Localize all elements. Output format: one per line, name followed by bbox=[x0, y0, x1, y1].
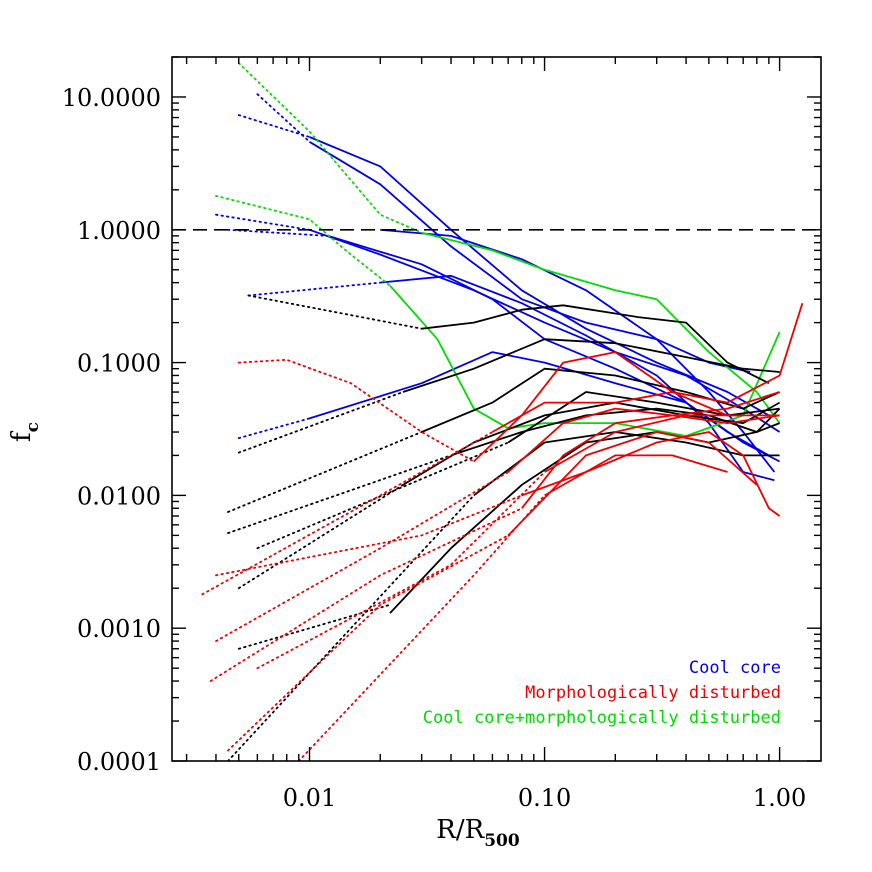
tick-labels: 0.01 0.10 1.00 0.0001 0.0010 0.0100 0.1000 1.00… bbox=[62, 84, 807, 812]
series-5-cool-core-dotted bbox=[237, 417, 311, 439]
series-16-other-dotted bbox=[256, 441, 510, 550]
series-21-disturbed-dotted bbox=[215, 494, 523, 577]
series-22-disturbed-solid bbox=[507, 431, 758, 537]
series-7-cool-disturbed-solid bbox=[421, 231, 781, 424]
y-axis-label: fc bbox=[7, 422, 43, 442]
series-10-other-dotted bbox=[237, 391, 404, 454]
series-20-disturbed-solid bbox=[521, 414, 780, 509]
series-0-cool-core-solid bbox=[309, 141, 751, 373]
x-tick-label: 1.00 bbox=[753, 784, 806, 812]
series-11-other-dotted bbox=[227, 431, 423, 513]
series-23-disturbed-dotted bbox=[256, 471, 546, 670]
series-3-cool-core-dotted bbox=[227, 228, 329, 237]
series-16-other-solid bbox=[507, 391, 780, 444]
x-tick-label: 0.10 bbox=[518, 784, 571, 812]
series-18-disturbed-solid bbox=[491, 302, 804, 433]
series-0-cool-core-dotted bbox=[256, 93, 311, 143]
series-21-disturbed-solid bbox=[521, 431, 781, 517]
y-tick-label: 10.0000 bbox=[62, 84, 161, 112]
series-1-cool-core-dotted bbox=[237, 114, 311, 138]
series-23-disturbed-solid bbox=[544, 414, 744, 473]
series-19-disturbed-solid bbox=[507, 391, 780, 473]
series-24-disturbed-dotted bbox=[297, 494, 546, 761]
x-tick-label: 0.01 bbox=[283, 784, 336, 812]
series-18-disturbed-dotted bbox=[201, 431, 494, 596]
series-22-disturbed-dotted bbox=[227, 534, 510, 752]
series-14-other-solid bbox=[389, 422, 780, 614]
series-2-cool-core-solid bbox=[309, 228, 781, 433]
x-axis-label: R/R500 bbox=[436, 815, 520, 851]
series-10-other-solid bbox=[402, 338, 780, 393]
legend-cool-core: Cool core bbox=[689, 658, 781, 678]
series-7-cool-disturbed-dotted bbox=[237, 62, 423, 234]
series-14-other-dotted bbox=[237, 603, 391, 650]
series-lines bbox=[201, 62, 804, 761]
y-tick-label: 1.0000 bbox=[77, 217, 161, 245]
y-tick-label: 0.0001 bbox=[77, 748, 161, 776]
series-9-other-dotted bbox=[247, 294, 423, 330]
legend-morphologically-disturbed: Morphologically disturbed bbox=[525, 683, 781, 703]
series-17-disturbed-dotted bbox=[237, 358, 475, 463]
legend: Cool core Morphologically disturbed Cool… bbox=[423, 658, 781, 728]
series-24-disturbed-solid bbox=[544, 454, 728, 497]
series-20-disturbed-dotted bbox=[209, 507, 523, 682]
series-11-other-solid bbox=[421, 367, 780, 433]
series-19-disturbed-dotted bbox=[215, 471, 510, 642]
series-15-other-dotted bbox=[227, 494, 475, 761]
series-4-cool-core-dotted bbox=[247, 281, 382, 297]
series-13-other-dotted bbox=[237, 484, 404, 590]
y-tick-label: 0.1000 bbox=[77, 350, 161, 378]
axis-ticks bbox=[172, 56, 821, 762]
plot-frame bbox=[171, 56, 822, 762]
y-tick-label: 0.0100 bbox=[77, 482, 161, 510]
series-8-cool-disturbed-dotted bbox=[215, 195, 391, 287]
series-1-cool-core-solid bbox=[309, 136, 770, 417]
series-2-cool-core-dotted bbox=[215, 213, 311, 231]
y-tick-label: 0.0010 bbox=[77, 615, 161, 643]
legend-cool-core-disturbed: Cool core+morphologically disturbed bbox=[423, 708, 781, 728]
series-9-other-solid bbox=[421, 304, 770, 385]
series-12-other-dotted bbox=[227, 454, 452, 534]
